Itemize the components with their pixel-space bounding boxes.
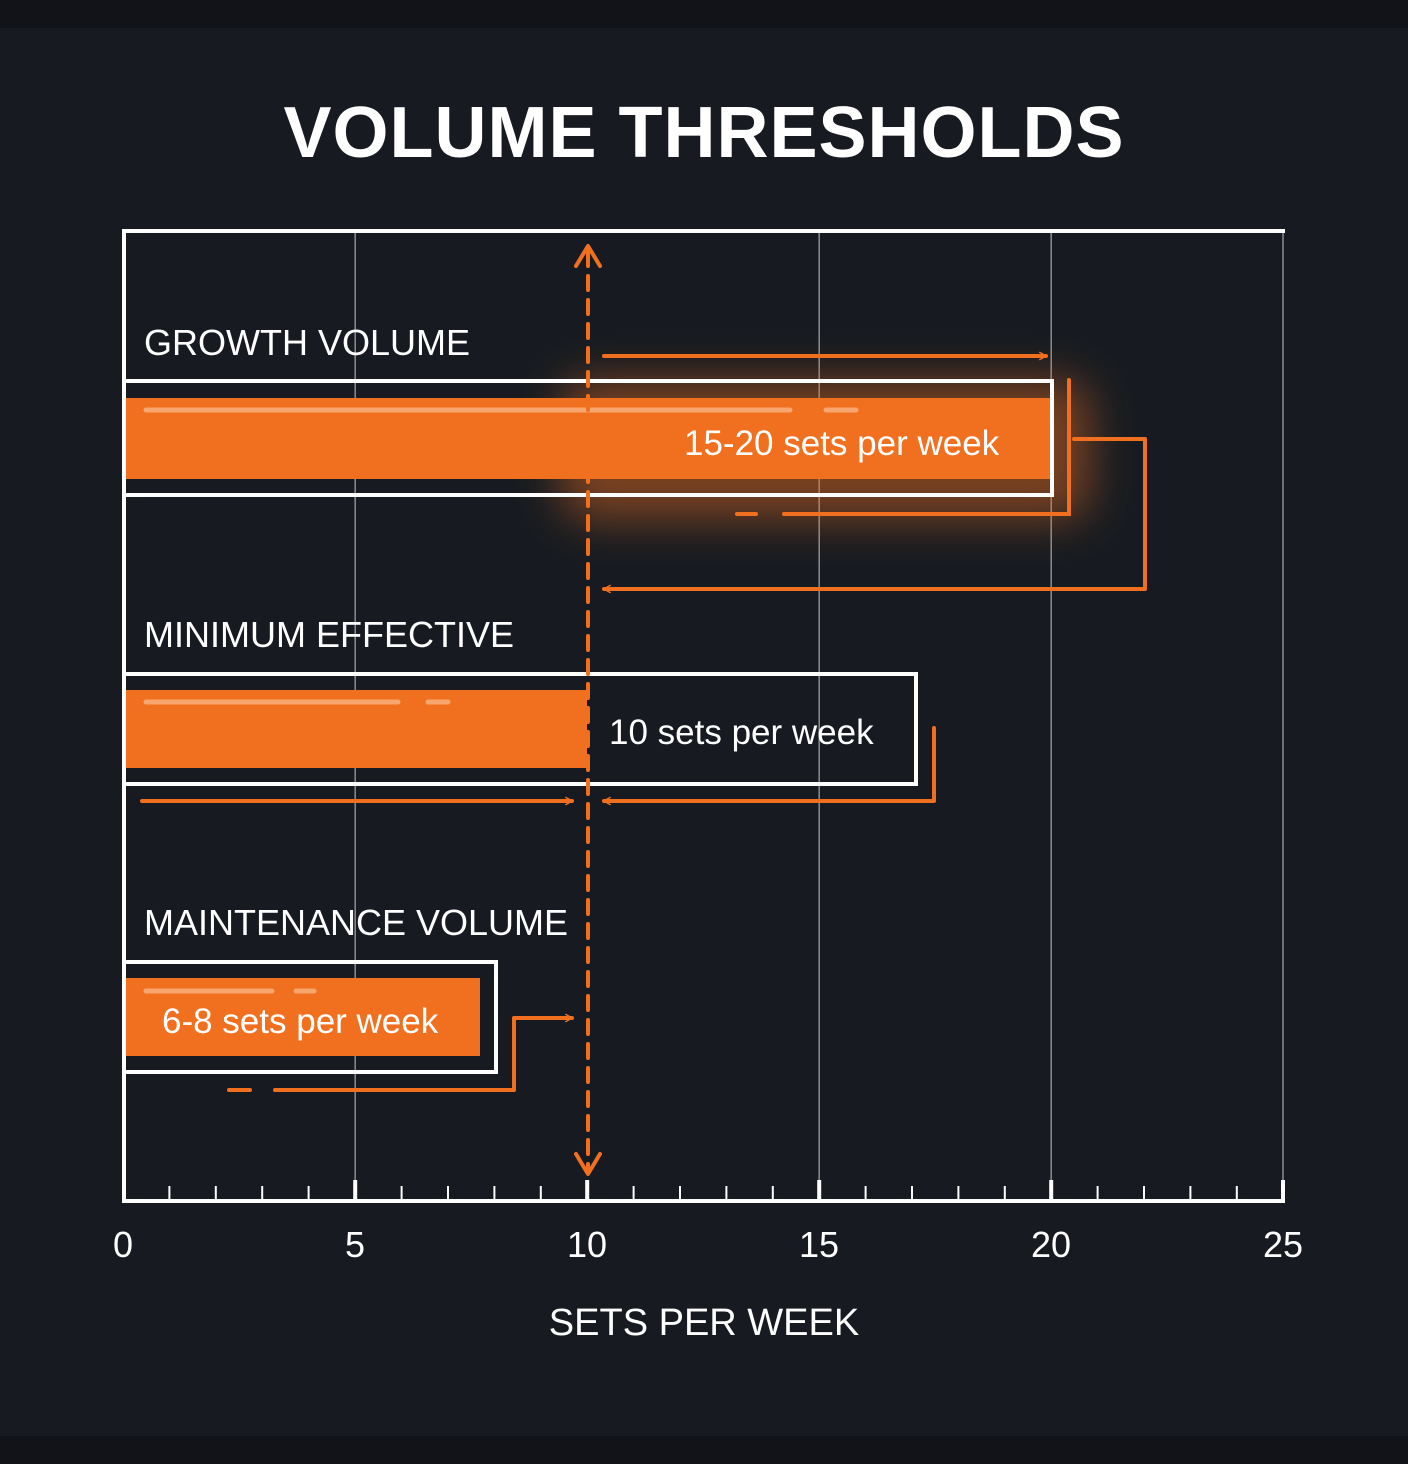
top-band [0, 0, 1408, 28]
category-label-maintenance: MAINTENANCE VOLUME [144, 902, 569, 943]
arrow-maintenance [273, 1013, 574, 1092]
chart-title: VOLUME THRESHOLDS [283, 93, 1125, 173]
x-tick-0: 0 [112, 1224, 134, 1265]
value-label-minimum: 10 sets per week [609, 713, 874, 752]
x-axis-label: SETS PER WEEK [548, 1302, 860, 1344]
x-tick-15: 15 [798, 1224, 840, 1265]
bar-group-growth [122, 351, 1147, 594]
category-label-minimum: MINIMUM EFFECTIVE [144, 614, 514, 655]
arrow-minimum-right [602, 726, 936, 806]
value-label-maintenance: 6-8 sets per week [162, 1002, 439, 1041]
category-label-growth: GROWTH VOLUME [144, 322, 471, 363]
arrow-growth-return [602, 437, 1147, 594]
x-tick-5: 5 [344, 1224, 366, 1265]
outline-box-minimum [122, 672, 918, 786]
bar-group-maintenance [122, 960, 574, 1092]
outline-box-maintenance [122, 960, 498, 1074]
x-tick-10: 10 [566, 1224, 608, 1265]
bar-group-minimum [122, 672, 936, 806]
reference-line-10 [574, 244, 602, 1176]
x-tick-25: 25 [1262, 1224, 1304, 1265]
bottom-band [0, 1436, 1408, 1464]
x-tick-20: 20 [1030, 1224, 1072, 1265]
value-label-growth: 15-20 sets per week [684, 424, 1000, 463]
x-axis-ticks [168, 1180, 1285, 1201]
